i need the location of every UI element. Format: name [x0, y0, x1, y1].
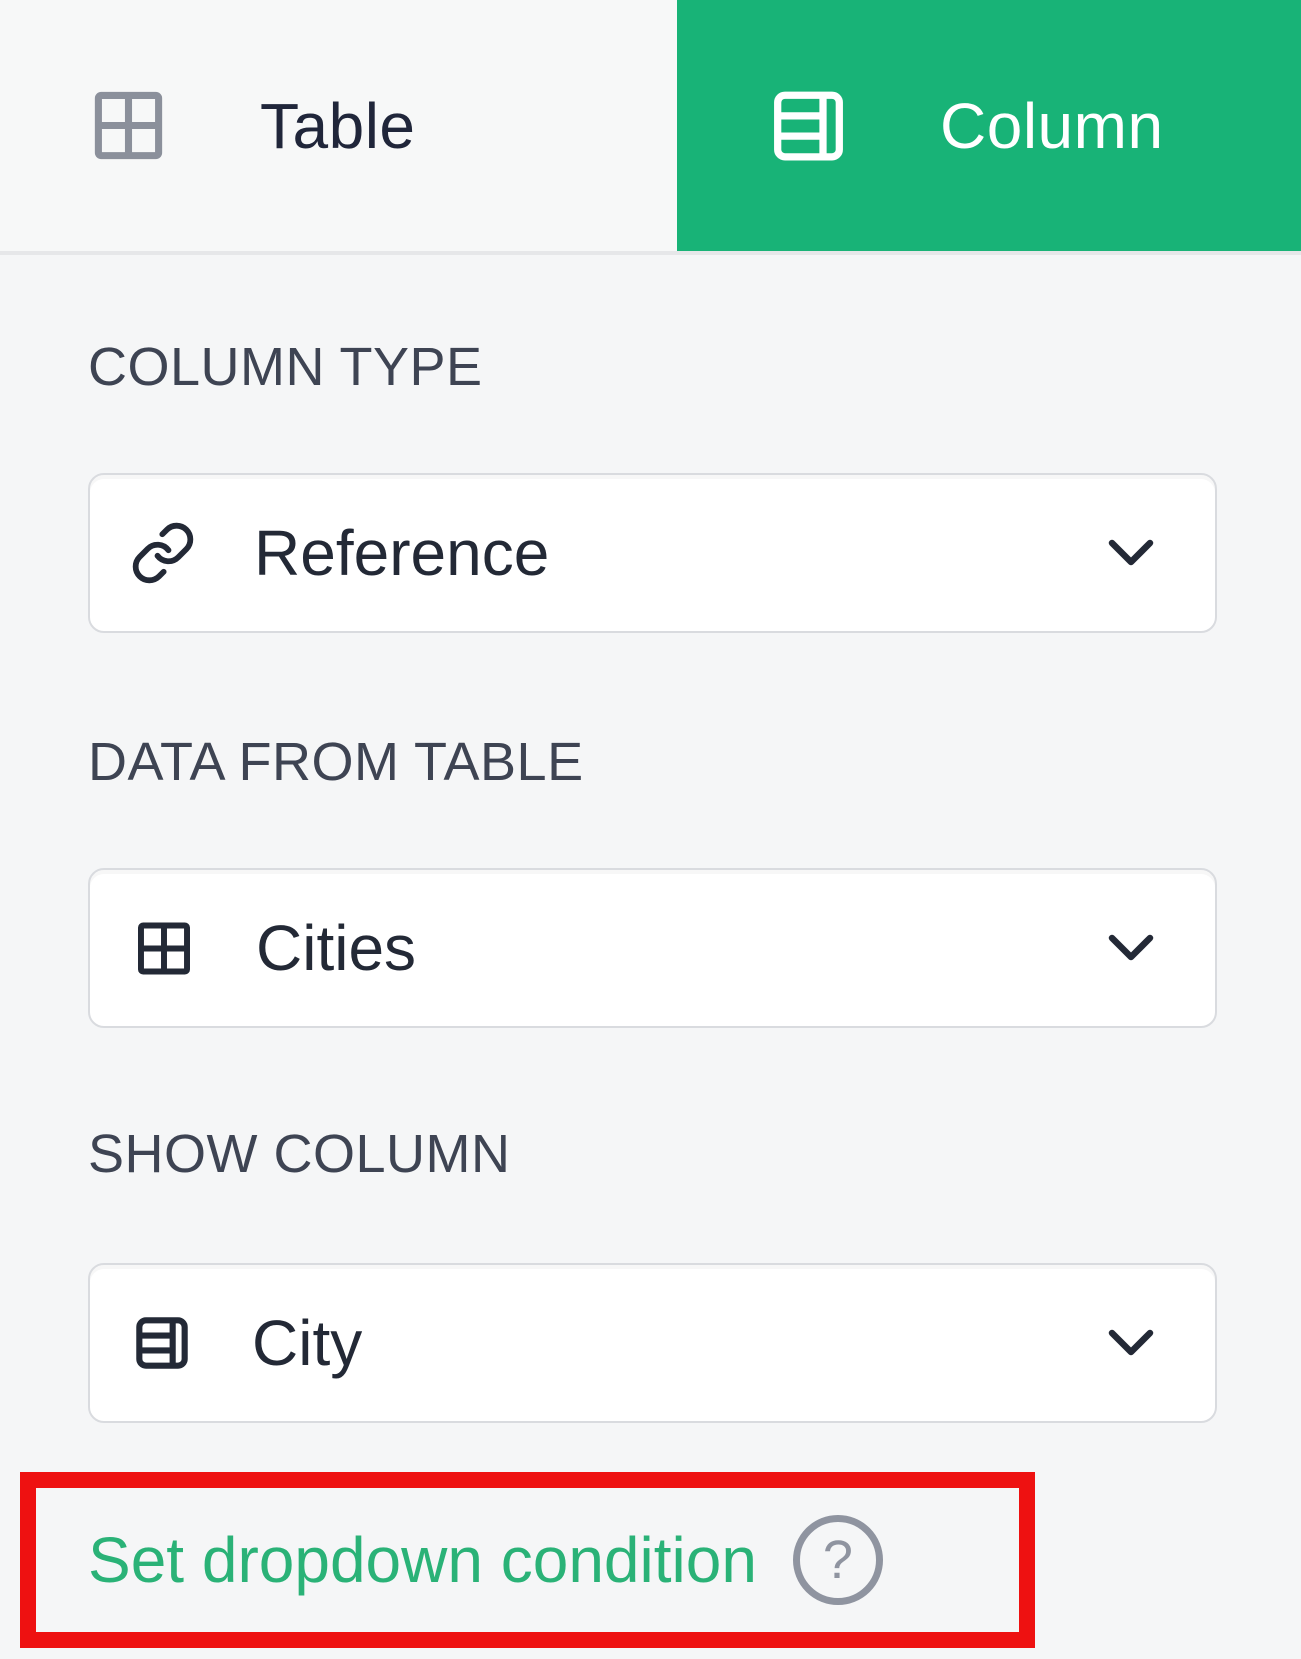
tab-column-label: Column: [940, 89, 1164, 162]
column-layout-icon: [130, 1308, 194, 1378]
column-type-value: Reference: [254, 517, 550, 589]
show-column-value: City: [252, 1307, 363, 1379]
chevron-down-icon: [1107, 933, 1155, 963]
data-from-table-label: DATA FROM TABLE: [88, 732, 584, 792]
column-type-label: COLUMN TYPE: [88, 337, 483, 397]
table-grid-icon: [85, 83, 172, 168]
tab-bar: Table Column: [0, 0, 1301, 255]
tab-table-label: Table: [260, 89, 416, 162]
tab-table[interactable]: Table: [0, 0, 677, 251]
tab-column[interactable]: Column: [677, 0, 1301, 251]
help-icon[interactable]: ?: [792, 1515, 883, 1605]
link-icon: [130, 520, 196, 586]
column-type-select[interactable]: Reference: [88, 473, 1217, 633]
show-column-select[interactable]: City: [88, 1263, 1217, 1423]
show-column-label: SHOW COLUMN: [88, 1124, 511, 1184]
data-from-table-value: Cities: [256, 912, 417, 984]
column-layout-icon: [765, 82, 852, 170]
annotation-red-box: Set dropdown condition ?: [20, 1472, 1035, 1648]
table-grid-icon: [130, 916, 198, 981]
set-dropdown-condition-link[interactable]: Set dropdown condition: [88, 1524, 757, 1596]
chevron-down-icon: [1107, 1328, 1155, 1358]
chevron-down-icon: [1107, 538, 1155, 568]
data-from-table-select[interactable]: Cities: [88, 868, 1217, 1028]
